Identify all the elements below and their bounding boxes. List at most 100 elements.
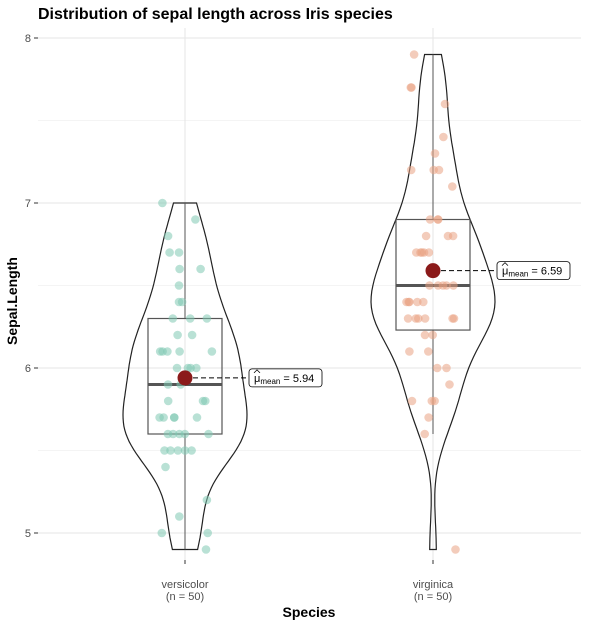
data-point (439, 132, 448, 142)
data-point (428, 330, 438, 340)
data-point (204, 429, 213, 439)
violin-virginica (370, 53, 496, 551)
data-point (163, 396, 173, 406)
data-point (187, 330, 197, 340)
data-point (191, 215, 200, 224)
y-tick-label: 7 (25, 198, 31, 210)
data-point (166, 446, 175, 455)
data-point (158, 198, 167, 208)
data-point (420, 429, 430, 439)
mean-point (177, 370, 193, 386)
data-point (202, 314, 212, 323)
data-point (163, 231, 173, 241)
data-point (174, 248, 184, 257)
data-point (185, 314, 195, 323)
data-point (202, 495, 212, 505)
y-tick-label: 6 (25, 363, 31, 375)
data-point (425, 281, 434, 290)
data-point (430, 149, 440, 158)
mean-value: = 6.59 (528, 266, 562, 278)
data-point (405, 297, 414, 307)
data-point (175, 264, 184, 274)
mean-point (425, 263, 441, 279)
data-point (192, 413, 202, 422)
data-point (203, 528, 212, 538)
data-point (420, 330, 430, 340)
mean-label: μmean = 5.94 (254, 373, 314, 386)
data-point (403, 314, 413, 323)
data-point (196, 264, 205, 274)
data-point (448, 182, 457, 191)
chart-title: Distribution of sepal length across Iris… (38, 6, 393, 23)
y-axis-title: Sepal.Length (4, 257, 20, 345)
data-point (421, 231, 431, 241)
data-point (424, 248, 434, 257)
mean-subscript: mean (508, 270, 528, 279)
mean-hat (253, 369, 261, 374)
data-points (155, 50, 460, 554)
data-point (207, 347, 217, 356)
data-point (168, 429, 178, 439)
data-point (172, 363, 182, 373)
mean-symbol: μ (502, 266, 508, 278)
data-point (424, 413, 433, 422)
data-point (420, 314, 430, 323)
data-point (160, 446, 169, 455)
data-point (173, 446, 183, 455)
data-point (180, 429, 190, 439)
data-point (165, 248, 174, 257)
category-label: virginica (413, 579, 454, 591)
data-point (173, 330, 182, 340)
x-axis-title: Species (283, 604, 336, 620)
data-point (432, 363, 442, 373)
category-label: versicolor (161, 579, 208, 591)
data-point (407, 83, 416, 92)
mean-symbol: μ (254, 373, 260, 385)
data-point (186, 363, 195, 373)
data-point (406, 165, 416, 175)
mean-value: = 5.94 (280, 373, 314, 385)
data-point (407, 396, 417, 406)
data-point (451, 545, 460, 554)
y-tick-label: 8 (25, 33, 31, 45)
data-point (187, 446, 196, 455)
data-point (414, 314, 423, 323)
violin-versicolor (122, 202, 248, 551)
mean-label-box (248, 368, 323, 388)
data-point (155, 347, 165, 356)
data-point (175, 347, 184, 356)
data-point (163, 347, 172, 356)
y-tick-label: 5 (25, 528, 31, 540)
data-point (174, 281, 184, 290)
data-point (433, 281, 443, 290)
data-point (168, 314, 178, 323)
data-point (169, 413, 179, 422)
data-point (157, 528, 167, 538)
violins (122, 53, 496, 551)
data-point (405, 347, 414, 356)
data-point (161, 462, 170, 472)
data-point (430, 396, 439, 406)
data-point (424, 347, 433, 356)
data-point (442, 363, 451, 373)
data-point (445, 380, 454, 389)
data-point (433, 215, 443, 224)
data-point (440, 99, 450, 109)
data-point (419, 297, 428, 307)
category-n-label: (n = 50) (166, 591, 204, 603)
data-point (425, 215, 435, 224)
data-point (155, 413, 164, 422)
data-point (443, 231, 453, 241)
data-point (163, 380, 173, 389)
data-point (198, 396, 208, 406)
mean-label: μmean = 6.59 (502, 266, 562, 279)
data-point (434, 165, 444, 175)
data-point (201, 545, 211, 554)
data-point (413, 297, 422, 307)
data-point (180, 446, 190, 455)
category-n-label: (n = 50) (414, 591, 452, 603)
